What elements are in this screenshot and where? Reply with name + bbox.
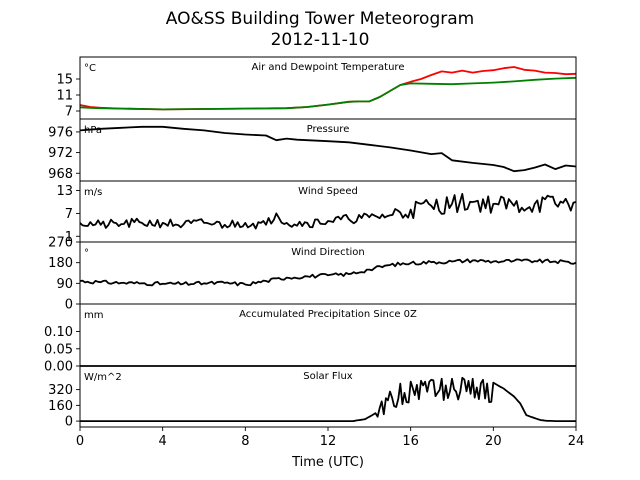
panel-title: Air and Dewpoint Temperature: [252, 62, 405, 73]
panel-1: 968 972 976 hPa Pressure: [48, 118, 577, 182]
unit-label: W/m^2: [84, 372, 122, 383]
unit-label: mm: [84, 310, 103, 321]
panel-3: 0 90 180 270 ° Wind Direction: [48, 236, 577, 313]
panel-title: Accumulated Precipitation Since 0Z: [239, 309, 417, 320]
time-axis: 0 4 8 12 16 20 24: [76, 427, 584, 449]
panel-2: 1 7 13 m/s Wind Speed: [56, 180, 577, 245]
y-tick-label: 976: [48, 125, 73, 140]
series-line-2-0: [79, 192, 577, 230]
x-axis-label: Time (UTC): [291, 455, 364, 470]
x-tick-label: 8: [241, 434, 249, 449]
y-tick-label: 968: [48, 167, 73, 182]
y-tick-label: 90: [56, 277, 73, 292]
series-line-5-0: [80, 376, 576, 423]
x-tick-label: 12: [320, 434, 337, 449]
x-tick-label: 0: [76, 434, 84, 449]
y-tick-label: 0.05: [44, 342, 73, 357]
series-line-1-0: [79, 125, 577, 173]
y-tick-label: 7: [65, 207, 73, 222]
series-line-0-1: [79, 76, 577, 111]
x-tick-label: 20: [485, 434, 502, 449]
x-tick-label: 16: [402, 434, 419, 449]
panel-4: 0.00 0.05 0.10 mm Accumulated Precipitation …: [44, 303, 577, 375]
y-tick-label: 160: [48, 399, 73, 414]
y-tick-label: 15: [56, 73, 73, 88]
y-tick-label: 320: [48, 383, 73, 398]
panel-title: Solar Flux: [303, 371, 353, 382]
unit-label: m/s: [84, 187, 102, 198]
y-tick-label: 972: [48, 146, 73, 161]
x-tick-label: 24: [568, 434, 585, 449]
y-tick-label: 0.00: [44, 360, 73, 375]
y-tick-label: 180: [48, 256, 73, 271]
y-tick-label: 1: [65, 230, 73, 245]
unit-label: hPa: [84, 125, 102, 136]
y-tick-label: 7: [65, 105, 73, 120]
series-line-3-0: [79, 258, 577, 287]
unit-label: °: [84, 248, 89, 259]
figure-title: AO&SS Building Tower Meteorogram: [166, 9, 474, 29]
panel-title: Wind Speed: [298, 186, 358, 197]
unit-label: °C: [84, 63, 96, 74]
panel-title: Pressure: [307, 124, 350, 135]
x-tick-label: 4: [159, 434, 167, 449]
y-tick-label: 0.10: [44, 325, 73, 340]
panel-title: Wind Direction: [291, 247, 365, 258]
y-tick-label: 270: [48, 236, 73, 251]
y-tick-label: 0: [65, 298, 73, 313]
series-line-0-0: [79, 66, 577, 111]
figure-date: 2012-11-10: [271, 30, 370, 50]
y-tick-label: 11: [56, 89, 73, 104]
y-tick-label: 13: [56, 184, 73, 199]
y-tick-label: 0: [65, 415, 73, 430]
